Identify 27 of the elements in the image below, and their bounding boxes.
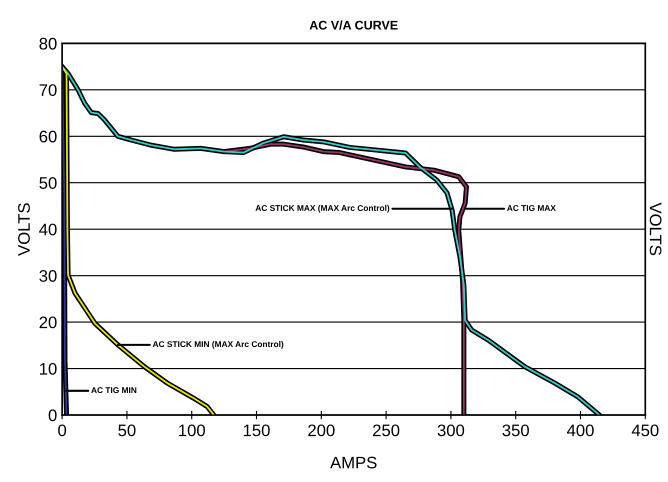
y-tick-label: 80: [39, 38, 57, 50]
y-tick-label: 10: [40, 362, 57, 375]
x-tick-label: 250: [373, 424, 400, 436]
x-tick-label: 100: [179, 424, 205, 436]
y-tick-label: 70: [40, 84, 57, 96]
y-tick-label: 30: [39, 270, 57, 282]
annotation: AC TIG MAX: [507, 205, 556, 211]
y-tick-label: 50: [39, 177, 57, 189]
annotation: AC TIG MIN: [91, 387, 136, 394]
x-tick-label: 350: [502, 424, 529, 436]
y-tick-label: 40: [39, 224, 57, 236]
annotation: AC STICK MAX (MAX Arc Control): [256, 204, 390, 213]
y-axis-title: VOLTS: [18, 203, 30, 256]
x-tick-label: 0: [58, 424, 66, 436]
chart-title: AC V/A CURVE: [310, 20, 398, 30]
y-tick-label: 20: [40, 316, 57, 328]
y2-axis-title: VOLTS: [650, 202, 662, 256]
x-tick-label: 400: [566, 424, 594, 436]
x-tick-label: 200: [308, 424, 335, 436]
y-tick-label: 60: [40, 130, 57, 142]
x-axis-title: AMPS: [330, 456, 377, 468]
x-tick-label: 50: [118, 424, 136, 436]
y-tick-label: 0: [48, 409, 57, 422]
x-tick-label: 150: [244, 424, 270, 436]
x-tick-label: 300: [438, 424, 464, 436]
annotation: AC STICK MIN (MAX Arc Control): [152, 340, 284, 349]
x-tick-label: 450: [632, 424, 659, 436]
